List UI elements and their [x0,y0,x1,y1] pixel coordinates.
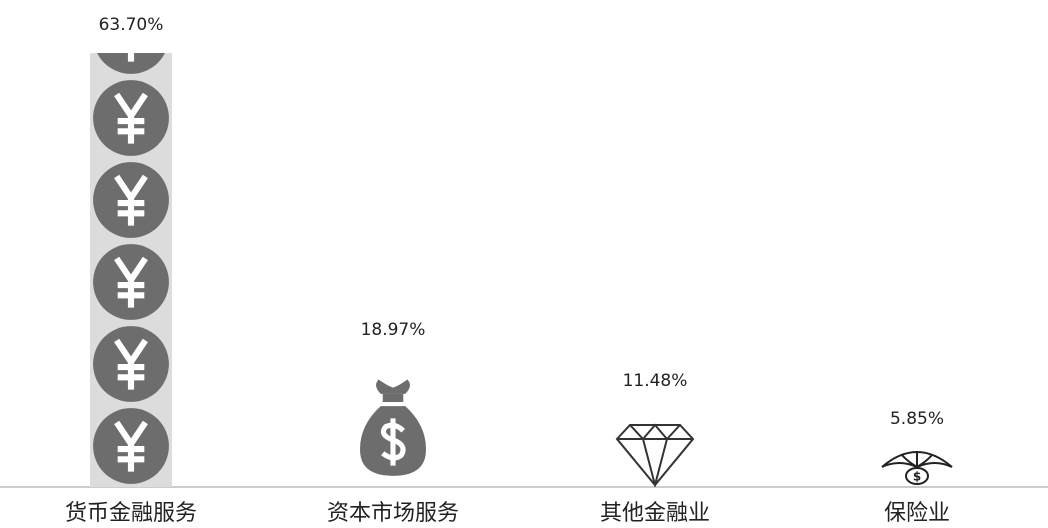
value-label: 5.85% [890,409,944,429]
value-label: 63.70% [99,15,164,35]
icon [93,326,169,402]
icon [93,244,169,320]
value-label: 11.48% [623,371,688,391]
icon [615,423,695,487]
bar [614,409,696,487]
icon [93,408,169,484]
icon [880,449,954,486]
x-tick-label: 其他金融业 [600,501,710,526]
value-label: 18.97% [361,320,426,340]
x-tick-label: 保险业 [884,501,950,526]
bar-icons [360,379,426,475]
icon [93,0,169,74]
icon [93,162,169,238]
x-tick-label: 货币金融服务 [65,501,197,526]
icon [93,80,169,156]
x-tick-label: 资本市场服务 [327,501,459,526]
bar-icons [615,423,695,487]
icon [360,379,426,475]
bar-icons [880,449,954,486]
